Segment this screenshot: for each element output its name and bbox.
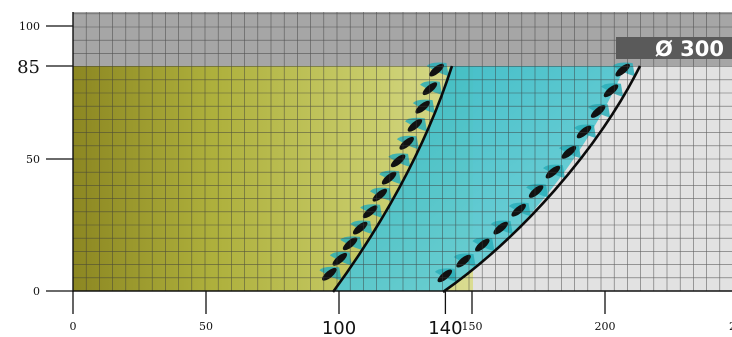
- saw-tooth-outer: [456, 254, 471, 268]
- saw-teeth-outer: [434, 62, 635, 283]
- saw-teeth-inner: [319, 62, 449, 281]
- saw-tooth-inner: [415, 100, 430, 114]
- x-tick-label: 2: [729, 320, 732, 333]
- x-tick-label: 140: [428, 318, 462, 337]
- saw-tooth-outer: [615, 63, 630, 77]
- saw-tooth-inner: [429, 63, 444, 77]
- diameter-badge-label: Ø 300: [655, 37, 724, 61]
- saw-tooth-inner: [332, 252, 348, 266]
- x-tick-label: 200: [595, 320, 616, 333]
- y-tick-label: 0: [33, 285, 40, 298]
- x-tick-label: 50: [199, 320, 213, 333]
- y-tick-label: 50: [26, 153, 40, 166]
- y-axis-ticks: 0 50 85 100: [17, 20, 73, 298]
- saw-tooth-inner: [407, 119, 423, 132]
- cut-line-140: [442, 65, 642, 294]
- saw-tooth-inner: [322, 267, 337, 281]
- cut-line-100: [331, 65, 454, 293]
- x-tick-label: 100: [322, 318, 356, 337]
- saw-tooth-outer: [561, 145, 577, 159]
- saw-tooth-inner: [390, 154, 406, 168]
- saw-tooth-outer: [437, 269, 453, 283]
- saw-tooth-inner: [422, 82, 438, 96]
- saw-blade-body: [335, 66, 625, 291]
- x-tick-label: 150: [462, 320, 483, 333]
- y-tick-label: 100: [19, 20, 40, 33]
- saw-tooth-outer: [590, 105, 606, 118]
- y-tick-label: 85: [17, 57, 40, 78]
- saw-tooth-outer: [603, 84, 619, 98]
- saw-tooth-outer: [511, 203, 526, 217]
- saw-tooth-outer: [528, 185, 544, 198]
- x-tick-label: 0: [70, 320, 77, 333]
- saw-tooth-inner: [381, 171, 397, 185]
- diameter-badge: Ø 300: [616, 37, 732, 61]
